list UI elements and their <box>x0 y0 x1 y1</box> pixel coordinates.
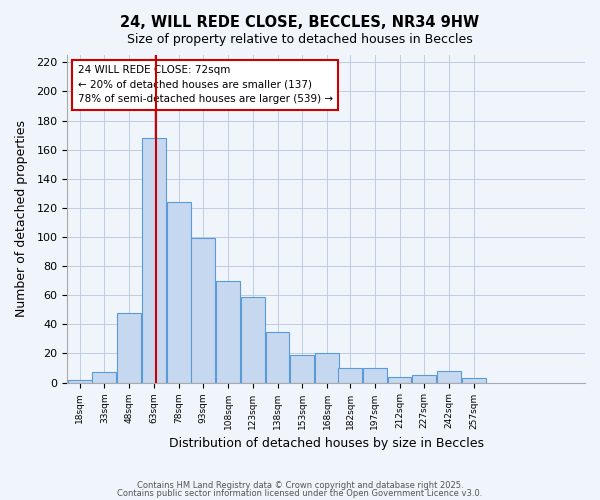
Bar <box>241 296 265 382</box>
Y-axis label: Number of detached properties: Number of detached properties <box>15 120 28 318</box>
Bar <box>437 371 461 382</box>
Bar <box>462 378 485 382</box>
Bar <box>167 202 191 382</box>
Bar <box>266 332 289 382</box>
Bar <box>338 368 362 382</box>
Bar <box>412 376 436 382</box>
Bar <box>216 280 240 382</box>
X-axis label: Distribution of detached houses by size in Beccles: Distribution of detached houses by size … <box>169 437 484 450</box>
Text: 24, WILL REDE CLOSE, BECCLES, NR34 9HW: 24, WILL REDE CLOSE, BECCLES, NR34 9HW <box>121 15 479 30</box>
Bar <box>68 380 92 382</box>
Bar <box>290 355 314 382</box>
Bar <box>315 354 339 382</box>
Bar <box>92 372 116 382</box>
Text: 24 WILL REDE CLOSE: 72sqm
← 20% of detached houses are smaller (137)
78% of semi: 24 WILL REDE CLOSE: 72sqm ← 20% of detac… <box>77 65 333 104</box>
Bar <box>388 376 412 382</box>
Bar <box>363 368 387 382</box>
Text: Contains HM Land Registry data © Crown copyright and database right 2025.: Contains HM Land Registry data © Crown c… <box>137 481 463 490</box>
Bar <box>142 138 166 382</box>
Text: Size of property relative to detached houses in Beccles: Size of property relative to detached ho… <box>127 32 473 46</box>
Bar <box>191 238 215 382</box>
Text: Contains public sector information licensed under the Open Government Licence v3: Contains public sector information licen… <box>118 488 482 498</box>
Bar <box>117 312 141 382</box>
